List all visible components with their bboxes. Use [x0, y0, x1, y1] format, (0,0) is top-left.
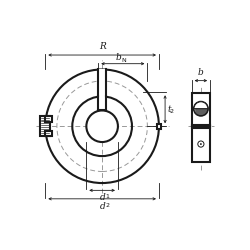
Bar [192, 92, 210, 126]
Bar [45, 131, 52, 136]
Text: t: t [168, 105, 171, 114]
Bar [192, 126, 210, 162]
Bar [45, 116, 52, 121]
Text: b: b [198, 68, 204, 77]
Bar [157, 124, 161, 129]
Circle shape [194, 102, 208, 116]
Bar [98, 96, 106, 111]
Bar [40, 116, 50, 136]
Text: b: b [115, 53, 121, 62]
Circle shape [198, 141, 204, 147]
Wedge shape [194, 102, 208, 109]
Circle shape [87, 111, 117, 142]
Wedge shape [194, 109, 208, 116]
Text: 2: 2 [106, 203, 110, 208]
Text: d: d [100, 193, 106, 202]
Text: N: N [122, 58, 126, 63]
Circle shape [200, 143, 202, 145]
Bar [98, 69, 106, 96]
Text: 2: 2 [170, 109, 173, 114]
Text: 1: 1 [106, 194, 110, 200]
Text: d: d [100, 202, 106, 211]
Text: R: R [99, 42, 105, 51]
